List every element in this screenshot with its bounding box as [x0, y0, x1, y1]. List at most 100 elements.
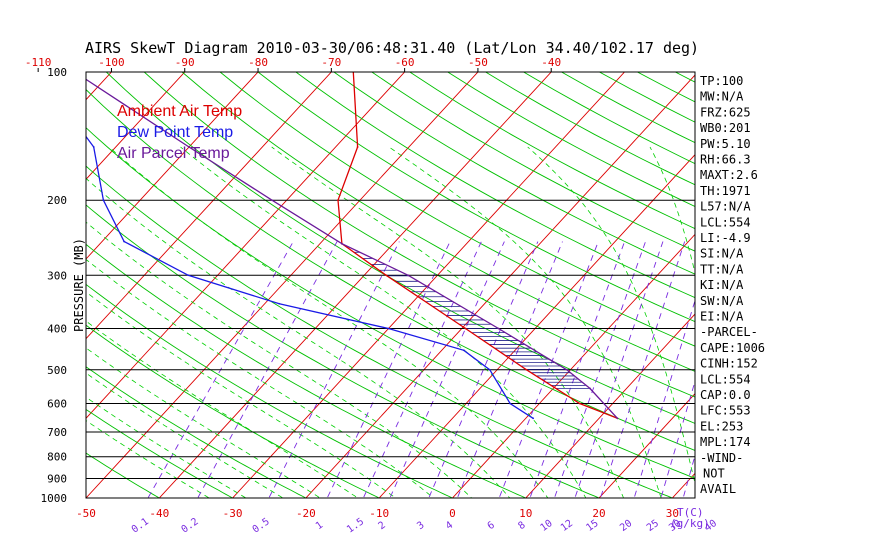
mixing-ratio-line — [682, 453, 695, 498]
mixing-ratio-label: 0.2 — [180, 516, 201, 535]
top-temperature-label: -70 — [321, 56, 341, 69]
dew-point-temppoint — [532, 417, 535, 420]
dry-adiabat-line — [0, 53, 26, 508]
index-label: L57:N/A — [700, 200, 751, 214]
dry-adiabat-line — [143, 72, 695, 398]
mixing-ratio-line — [197, 241, 338, 498]
dry-adiabat-line — [257, 72, 695, 323]
index-label: PW:5.10 — [700, 137, 751, 151]
index-label: FRZ:625 — [700, 105, 751, 119]
air-parcel-temppoint — [271, 199, 273, 202]
ambient-air-temppoint — [337, 199, 339, 202]
pressure-tick-label: 400 — [47, 322, 67, 335]
dry-adiabat-line — [86, 127, 695, 479]
index-label: LCL:554 — [700, 372, 751, 386]
isotherm-line — [158, 72, 552, 498]
air-parcel-temppoint — [407, 274, 410, 277]
isotherm-line — [305, 74, 695, 498]
index-label: RH:66.3 — [700, 153, 751, 167]
mixing-ratio-label: 4 — [444, 520, 455, 532]
bottom-temperature-axis: -50 -40 -30 -20 -10 0 10 20 30T(C) — [76, 506, 703, 520]
dew-point-temppoint — [123, 240, 125, 243]
dry-adiabat-line — [823, 53, 870, 508]
mixing-ratio-line — [529, 241, 626, 498]
mixing-ratio-line — [660, 379, 695, 498]
top-temperature-label: -50 — [468, 56, 488, 69]
legend-entry: Dew Point Temp — [117, 124, 233, 141]
index-label: EL:253 — [700, 419, 743, 433]
isotherm-line — [231, 72, 626, 498]
mixing-ratio-line — [389, 241, 505, 498]
ambient-air-temppoint — [464, 327, 467, 330]
pressure-tick-label: 600 — [47, 397, 67, 410]
index-label: SI:N/A — [700, 247, 744, 261]
x-axis-label: T(C) — [677, 506, 704, 519]
moist-adiabat-line — [86, 420, 210, 498]
dew-point-temppoint — [488, 368, 491, 371]
dry-adiabat-line — [181, 72, 695, 372]
dry-adiabat-line — [333, 72, 695, 275]
mixing-ratio-line — [428, 241, 539, 498]
isotherm-line — [737, 53, 870, 508]
air-parcel-temppoint — [188, 146, 190, 148]
dew-point-temppoint — [462, 349, 465, 352]
isotherm-line — [86, 72, 332, 340]
moist-adiabat-line — [271, 146, 625, 498]
top-temperature-label: -90 — [175, 56, 195, 69]
mixing-ratio-label: 2 — [377, 520, 388, 532]
dew-point-temppoint — [387, 327, 390, 330]
index-label: LCL:554 — [700, 215, 751, 229]
air-parcel-temppoint — [74, 71, 76, 73]
index-label: MW:N/A — [700, 90, 744, 104]
dry-adiabat-line — [371, 72, 695, 252]
isotherm-line — [86, 72, 259, 260]
pressure-tick-label: 100 — [47, 66, 67, 79]
isotherm-line — [598, 393, 695, 498]
bottom-temperature-label: -20 — [296, 507, 316, 520]
mixing-ratio-line — [456, 241, 563, 498]
index-label: TP:100 — [700, 74, 743, 88]
bottom-temperature-label: -40 — [149, 507, 169, 520]
mixing-ratio-line — [553, 241, 646, 498]
top-temperature-label: -60 — [395, 56, 415, 69]
dry-adiabat-line — [86, 204, 601, 498]
mixing-ratio-label: 25 — [645, 518, 661, 534]
mixing-ratio-axis: 0.1 0.2 0.5 1 1.5 2 3 4 6 8 10 12 15 20 25 30 40(g/kg) — [130, 516, 719, 535]
mixing-ratio-label: 0.1 — [130, 516, 151, 535]
index-label: SW:N/A — [700, 294, 744, 308]
index-label: EI:N/A — [700, 310, 744, 324]
isotherm-line — [86, 72, 479, 498]
dry-adiabat-line — [484, 72, 695, 186]
mixing-ratio-line — [498, 241, 599, 498]
mixing-ratio-label: 3 — [415, 520, 426, 532]
bottom-temperature-label: -30 — [223, 507, 243, 520]
mixing-ratio-label: 0.5 — [251, 516, 272, 535]
air-parcel-temppoint — [616, 417, 619, 420]
dry-adiabat-line — [409, 72, 695, 230]
dry-adiabat-line — [674, 72, 695, 83]
dew-point-temppoint — [92, 146, 95, 148]
dry-adiabat-line — [219, 72, 695, 347]
index-label: MPL:174 — [700, 435, 751, 449]
bottom-temperature-label: 20 — [592, 507, 605, 520]
index-label: MAXT:2.6 — [700, 168, 758, 182]
dry-adiabat-line — [86, 452, 161, 498]
index-label: KI:N/A — [700, 278, 744, 292]
bottom-temperature-label: 30 — [666, 507, 679, 520]
pressure-tick-label: 900 — [47, 473, 67, 486]
plot-frame — [85, 71, 696, 499]
dry-adiabat-line — [86, 324, 381, 498]
moist-adiabat-line — [86, 372, 284, 498]
isotherm-line — [451, 233, 695, 498]
bottom-temperature-label: -10 — [369, 507, 389, 520]
dry-adiabat-line — [786, 53, 870, 508]
top-temperature-label: -110 — [25, 56, 52, 69]
bottom-temperature-label: 0 — [449, 507, 456, 520]
index-label: CAPE:1006 — [700, 341, 765, 355]
air-parcel-temppoint — [589, 387, 591, 390]
index-label: TT:N/A — [700, 262, 744, 276]
top-temperature-label: -80 — [248, 56, 268, 69]
moist-adiabat-line — [180, 146, 587, 498]
dry-adiabat-line — [86, 165, 674, 498]
